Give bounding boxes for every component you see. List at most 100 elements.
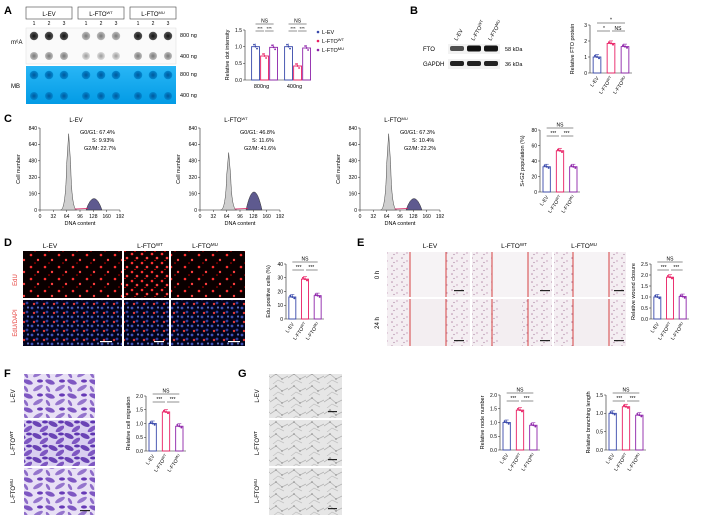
x-axis-label: DNA content — [385, 221, 416, 227]
m6a-dot-400 — [97, 52, 105, 60]
y-tick-label: 0.0 — [596, 448, 603, 454]
y-tick-label: 0 — [354, 208, 357, 214]
data-point — [304, 278, 306, 281]
data-point — [293, 297, 296, 300]
y-tick-label: 0.0 — [136, 449, 143, 455]
y-tick-label: 2.0 — [136, 394, 143, 400]
data-point — [505, 421, 508, 424]
dot-group-label-2: L-FTOWT — [89, 10, 113, 18]
y-tick-label: 1.5 — [596, 393, 603, 399]
mb-dot-800 — [29, 70, 39, 80]
data-point — [669, 276, 671, 279]
bar — [284, 46, 293, 81]
data-point — [572, 165, 575, 168]
lane-number: 2 — [48, 21, 51, 27]
sig-label: *** — [510, 396, 516, 402]
edu-images — [23, 251, 245, 346]
data-point — [176, 424, 179, 427]
d-row-edu: EdU — [13, 274, 19, 286]
x-tick-label: L-FTOMU — [166, 453, 183, 474]
legend-item-3: L-FTOMU — [322, 46, 344, 54]
data-point — [165, 410, 167, 413]
y-tick-label: 0.0 — [490, 448, 497, 454]
chart-a: 0.0 0.5 1.0 1.5 Relative dot intensity 800ng N… — [225, 19, 311, 90]
data-point — [265, 57, 267, 59]
data-point — [683, 296, 686, 299]
mb-dot-800 — [111, 70, 121, 80]
m6a-dot-400 — [60, 52, 68, 60]
data-point — [534, 425, 537, 428]
sig-label: NS — [163, 389, 171, 395]
mb-dot-400 — [134, 92, 142, 100]
x-tick-label: 160 — [422, 214, 431, 220]
bar — [542, 166, 551, 193]
row-label-mb: MB — [11, 84, 20, 90]
m6a-dot-800 — [163, 31, 173, 41]
data-point — [559, 149, 561, 152]
mb-dot-800 — [59, 70, 69, 80]
histogram-title: L-EV — [69, 118, 82, 124]
e-row-0h: 0 h — [375, 271, 381, 279]
amount-label-4: 400 ng — [180, 93, 197, 99]
y-tick-label: 1.5 — [641, 284, 648, 290]
data-point — [625, 405, 627, 408]
x-tick-label: L-FTOMU — [520, 452, 537, 473]
bar — [161, 411, 171, 452]
data-point — [609, 411, 612, 414]
sig-label: *** — [616, 396, 622, 402]
migration-images — [24, 374, 95, 515]
data-point — [274, 48, 276, 51]
data-point — [272, 46, 275, 49]
data-point — [253, 43, 255, 46]
m6a-dots — [29, 31, 173, 60]
y-tick-label: 640 — [349, 142, 358, 148]
d-col-1: L-EV — [43, 243, 58, 250]
x-tick-label: 128 — [409, 214, 418, 220]
y-tick-label: 20 — [277, 289, 283, 295]
data-point — [667, 275, 669, 277]
m6a-dot-400 — [164, 52, 172, 60]
blot-lane-label: L-EV — [454, 28, 465, 42]
mb-dot-800 — [81, 70, 91, 80]
blot-lane-label: L-FTOMU — [486, 19, 504, 42]
x-tick-label: 0 — [199, 214, 202, 220]
sig-label: *** — [630, 396, 636, 402]
bar — [302, 47, 311, 81]
y-tick-label: 3 — [584, 23, 587, 29]
y-tick-label: 1.5 — [490, 407, 497, 413]
y-axis-label: Edu positive cells (%) — [266, 265, 272, 318]
x-tick-label: 128 — [89, 214, 98, 220]
bar — [313, 295, 322, 320]
data-point — [289, 294, 292, 297]
bar — [293, 65, 302, 81]
bar — [666, 276, 674, 320]
y-tick-label: 640 — [189, 142, 198, 148]
data-point — [305, 47, 308, 49]
bar — [148, 423, 157, 452]
y-axis-label: S+G2 population (%) — [520, 135, 526, 186]
data-point — [287, 45, 290, 48]
bar — [555, 150, 565, 193]
x-tick-label: L-EV — [605, 452, 617, 465]
histogram-title: L-FTOWT — [224, 116, 248, 124]
x-tick-label: L-EV — [285, 321, 297, 334]
e-col-2: L-FTOWT — [501, 242, 527, 250]
y-tick-label: 1.0 — [136, 421, 143, 427]
x-tick-label: 400ng — [287, 84, 302, 90]
data-point — [656, 296, 659, 298]
y-tick-label: 1.0 — [641, 295, 648, 301]
data-point — [574, 166, 577, 169]
y-tick-label: 0 — [280, 317, 283, 323]
y-tick-label: 0.5 — [490, 434, 497, 440]
y-axis-label: Relative branching length — [586, 391, 592, 453]
y-tick-label: 60 — [531, 143, 537, 149]
dot-group-label-1: L-EV — [42, 12, 55, 18]
y-tick-label: 160 — [29, 191, 38, 197]
g-row-2: L-FTOWT — [253, 431, 261, 455]
data-point — [256, 47, 258, 50]
bar — [260, 55, 269, 81]
mb-dot-800 — [148, 70, 158, 80]
